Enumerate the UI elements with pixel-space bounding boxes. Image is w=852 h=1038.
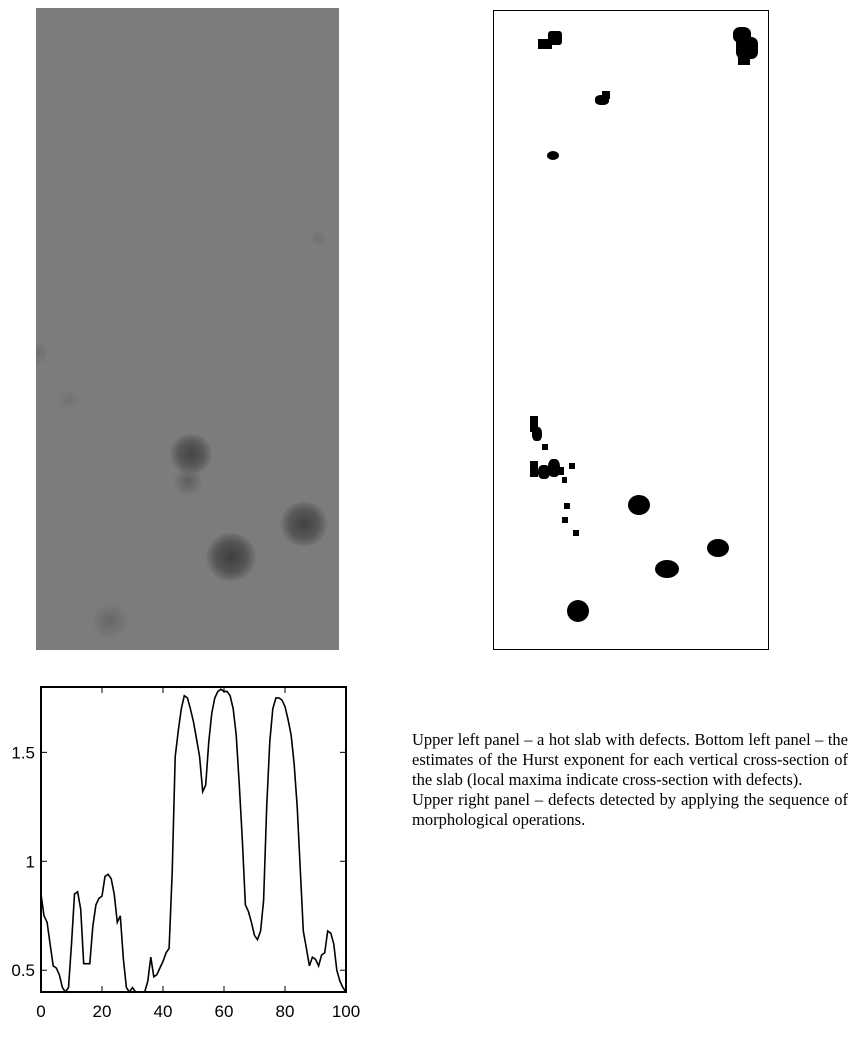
detected-defects-image bbox=[493, 10, 769, 650]
defect-spot bbox=[60, 390, 78, 410]
defect-blob bbox=[595, 95, 609, 105]
defect-blob bbox=[547, 151, 559, 160]
defect-blob bbox=[707, 539, 729, 557]
defect-blob bbox=[573, 530, 579, 536]
defect-blob bbox=[738, 55, 750, 65]
defect-blob bbox=[736, 37, 758, 59]
defect-blob bbox=[628, 495, 650, 515]
defect-blob bbox=[558, 467, 564, 475]
defect-blob bbox=[542, 444, 548, 450]
x-tick-label: 0 bbox=[36, 1002, 45, 1021]
defect-blob bbox=[569, 463, 575, 469]
defect-blob bbox=[567, 600, 589, 622]
defect-blob bbox=[538, 465, 550, 479]
y-tick-label: 0.5 bbox=[11, 961, 35, 980]
y-tick-label: 1 bbox=[26, 852, 35, 871]
defect-blob bbox=[530, 416, 538, 432]
defect-blob bbox=[548, 31, 562, 45]
x-tick-label: 40 bbox=[154, 1002, 173, 1021]
defect-blob bbox=[532, 427, 542, 441]
hot-slab-image bbox=[36, 8, 339, 650]
x-tick-label: 80 bbox=[276, 1002, 295, 1021]
y-tick-label: 1.5 bbox=[11, 743, 35, 762]
x-tick-label: 60 bbox=[215, 1002, 234, 1021]
plot-frame bbox=[40, 686, 347, 993]
defect-blob bbox=[562, 517, 568, 523]
defect-spot bbox=[92, 604, 128, 638]
defect-spot bbox=[280, 502, 328, 546]
x-tick-label: 20 bbox=[93, 1002, 112, 1021]
defect-spot bbox=[174, 466, 202, 496]
defect-spot bbox=[206, 533, 256, 581]
caption-paragraph: Upper left panel – a hot slab with defec… bbox=[412, 730, 848, 789]
defect-blob bbox=[538, 39, 552, 49]
hurst-exponent-chart: 0 20 40 60 80 100 0.5 1 1.5 bbox=[11, 686, 360, 1021]
defect-blob bbox=[562, 477, 567, 483]
defect-blob bbox=[530, 461, 538, 477]
hurst-exponent-plot: 0 20 40 60 80 100 0.5 1 1.5 bbox=[0, 680, 360, 1033]
caption-paragraph: Upper right panel – defects detected by … bbox=[412, 790, 848, 829]
defect-blob bbox=[548, 459, 560, 477]
defect-spot bbox=[310, 230, 326, 246]
defect-blob bbox=[602, 91, 610, 99]
hurst-estimate-line bbox=[40, 688, 347, 994]
figure-caption: Upper left panel – a hot slab with defec… bbox=[412, 730, 848, 830]
defect-blob bbox=[564, 503, 570, 509]
x-tick-label: 100 bbox=[332, 1002, 360, 1021]
defect-blob bbox=[655, 560, 679, 578]
defect-spot bbox=[36, 338, 46, 368]
